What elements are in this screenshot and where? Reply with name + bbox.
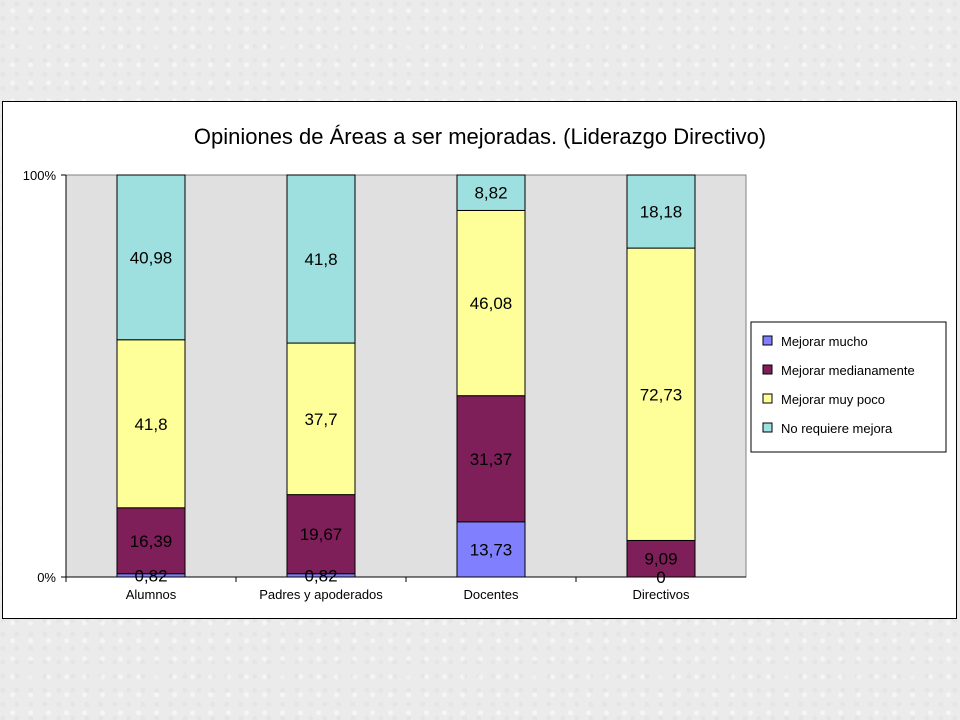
x-tick-label: Alumnos — [126, 587, 177, 602]
legend-box — [750, 321, 947, 453]
legend-label-no-requiere-mejora: No requiere mejora — [781, 421, 893, 436]
data-label-padres-y-apoderados-mejorar-medianamente: 19,67 — [300, 525, 343, 544]
y-tick-label: 0% — [37, 570, 56, 585]
data-label-docentes-no-requiere-mejora: 8,82 — [474, 184, 507, 203]
legend: Mejorar mucho Mejorar medianamente Mejorar… — [750, 321, 947, 453]
bar-directivos-mejorar-muy-poco — [626, 247, 696, 541]
segment-labels: 0,82 16,39 41,8 40,98 0,82 19,67 37,7 41,8 13,73… — [130, 184, 683, 587]
data-label-alumnos-no-requiere-mejora: 40,98 — [130, 248, 173, 267]
legend-label-mejorar-mucho: Mejorar mucho — [781, 334, 868, 349]
bars-layer — [116, 174, 696, 578]
bar-directivos-mejorar-medianamente — [626, 539, 696, 578]
x-tick-label: Docentes — [464, 587, 519, 602]
legend-swatch-mejorar-mucho — [762, 335, 773, 346]
x-tick-label: Directivos — [632, 587, 690, 602]
data-label-directivos-mejorar-muy-poco: 72,73 — [640, 385, 683, 404]
stacked-bar-chart: Opiniones de Áreas a ser mejoradas. (Lid… — [23, 124, 947, 602]
bar-alumnos-mejorar-muy-poco — [116, 339, 186, 509]
x-tick-label: Padres y apoderados — [259, 587, 383, 602]
chart-frame: Opiniones de Áreas a ser mejoradas. (Lid… — [2, 101, 957, 619]
y-tick-label: 100% — [23, 168, 57, 183]
bar-docentes-mejorar-medianamente — [456, 395, 526, 523]
bar-alumnos-mejorar-medianamente — [116, 507, 186, 575]
legend-swatch-no-requiere-mejora — [762, 422, 773, 433]
data-label-padres-y-apoderados-mejorar-mucho: 0,82 — [304, 566, 337, 585]
data-label-padres-y-apoderados-no-requiere-mejora: 41,8 — [304, 250, 337, 269]
legend-label-mejorar-muy-poco: Mejorar muy poco — [781, 392, 885, 407]
axes: Alumnos Padres y apoderados Docentes Direct… — [23, 168, 746, 602]
data-label-alumnos-mejorar-muy-poco: 41,8 — [134, 415, 167, 434]
legend-swatch-mejorar-muy-poco — [762, 393, 773, 404]
bar-docentes-mejorar-muy-poco — [456, 209, 526, 397]
data-label-docentes-mejorar-muy-poco: 46,08 — [470, 294, 513, 313]
bar-docentes-no-requiere-mejora — [456, 174, 526, 211]
data-label-padres-y-apoderados-mejorar-muy-poco: 37,7 — [304, 410, 337, 429]
data-label-directivos-mejorar-medianamente: 9,09 — [644, 550, 677, 569]
data-label-alumnos-mejorar-mucho: 0,82 — [134, 566, 167, 585]
bar-docentes-mejorar-mucho — [456, 521, 526, 578]
bar-padres-y-apoderados-mejorar-muy-poco — [286, 342, 356, 496]
chart-title: Opiniones de Áreas a ser mejoradas. (Lid… — [194, 124, 766, 149]
bar-alumnos-no-requiere-mejora — [116, 174, 186, 341]
data-label-docentes-mejorar-medianamente: 31,37 — [470, 450, 513, 469]
legend-swatch-mejorar-medianamente — [762, 364, 773, 375]
data-label-alumnos-mejorar-medianamente: 16,39 — [130, 532, 173, 551]
data-label-directivos-no-requiere-mejora: 18,18 — [640, 203, 683, 222]
bar-padres-y-apoderados-no-requiere-mejora — [286, 174, 356, 344]
bar-directivos-no-requiere-mejora — [626, 174, 696, 249]
data-label-docentes-mejorar-mucho: 13,73 — [470, 540, 513, 559]
legend-label-mejorar-medianamente: Mejorar medianamente — [781, 363, 915, 378]
